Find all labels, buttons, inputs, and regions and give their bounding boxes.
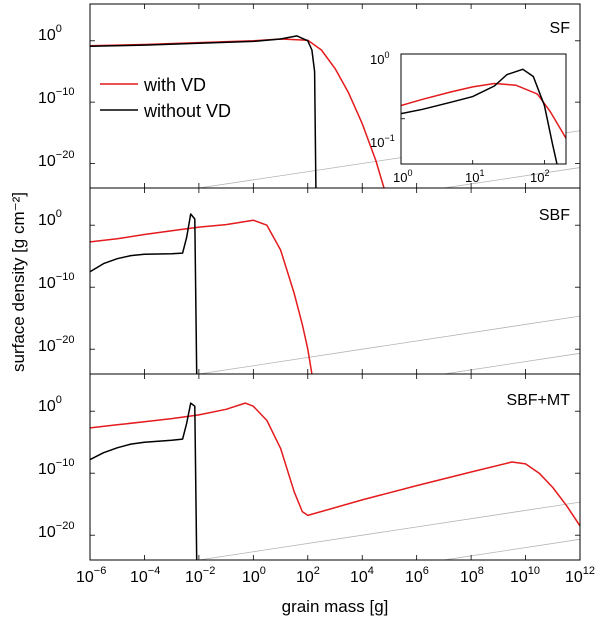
legend-label-with-vd: with VD xyxy=(143,75,206,95)
legend-label-without-vd: without VD xyxy=(143,101,231,121)
inset-x-tick-label: 102 xyxy=(530,168,549,185)
y-tick-label: 10−10 xyxy=(38,457,74,478)
guide-line xyxy=(196,501,580,560)
guide-line xyxy=(441,538,580,560)
y-tick-label: 100 xyxy=(38,23,62,44)
y-tick-label: 100 xyxy=(38,208,62,229)
series-line-sbf-with-vd xyxy=(90,219,313,374)
y-tick-label: 10−20 xyxy=(38,149,74,170)
x-tick-label: 102 xyxy=(296,565,320,586)
inset-series-line-without-vd xyxy=(401,68,558,164)
guide-line xyxy=(196,315,580,374)
tick-marks xyxy=(89,4,581,560)
y-tick-labels-panel-sf: 100 10−10 10−20 xyxy=(38,23,74,170)
x-tick-label: 10−4 xyxy=(130,565,160,586)
series-layer xyxy=(90,35,580,560)
series-line-sf-with-vd xyxy=(90,38,385,188)
guide-line xyxy=(441,167,580,188)
y-tick-label: 10−20 xyxy=(38,520,74,541)
inset-plot: 100 10−1 100 101 102 xyxy=(370,50,567,185)
y-tick-labels-panel-sbf: 100 10−10 10−20 xyxy=(38,208,74,355)
x-tick-labels: 10−6 10−4 10−2 100 102 104 106 108 1010 … xyxy=(76,565,595,586)
y-tick-label: 10−10 xyxy=(38,86,74,107)
series-line-sbf-mt-without-vd xyxy=(90,402,198,560)
inset-background xyxy=(401,54,566,164)
x-tick-label: 100 xyxy=(242,565,266,586)
x-tick-label: 108 xyxy=(460,565,484,586)
series-line-sbf-mt-with-vd xyxy=(90,402,580,527)
series-line-sbf-without-vd xyxy=(90,213,198,374)
inset-series-layer xyxy=(401,68,566,164)
inset-y-tick-label: 10−1 xyxy=(370,133,395,150)
x-tick-label: 1012 xyxy=(565,565,595,586)
y-tick-label: 10−20 xyxy=(38,334,74,355)
inset-tick-marks xyxy=(400,53,545,164)
guide-line xyxy=(441,352,580,374)
series-line-sf-without-vd xyxy=(90,35,317,188)
panel-label-sbf: SBF xyxy=(539,207,570,224)
x-axis-title: grain mass [g] xyxy=(282,597,389,616)
inset-frame xyxy=(400,53,567,165)
x-tick-label: 10−6 xyxy=(76,565,106,586)
legend: with VD without VD xyxy=(100,75,231,121)
x-tick-label: 106 xyxy=(405,565,429,586)
plot-frame xyxy=(89,3,581,561)
guide-lines xyxy=(196,130,580,560)
panel-label-sf: SF xyxy=(550,20,571,37)
inset-y-tick-label: 100 xyxy=(370,50,389,67)
x-tick-label: 10−2 xyxy=(185,565,215,586)
inset-series-line-with-vd xyxy=(401,82,566,139)
y-tick-label: 100 xyxy=(38,394,62,415)
panel-label-sbf-mt: SBF+MT xyxy=(506,392,570,409)
inset-x-tick-label: 100 xyxy=(393,168,412,185)
y-tick-label: 10−10 xyxy=(38,271,74,292)
y-tick-labels-panel-sbf-mt: 100 10−10 10−20 xyxy=(38,394,74,541)
inset-x-tick-label: 101 xyxy=(465,168,484,185)
x-tick-label: 1010 xyxy=(510,565,540,586)
x-tick-label: 104 xyxy=(350,565,374,586)
y-axis-title: surface density [g cm⁻²] xyxy=(9,192,28,372)
